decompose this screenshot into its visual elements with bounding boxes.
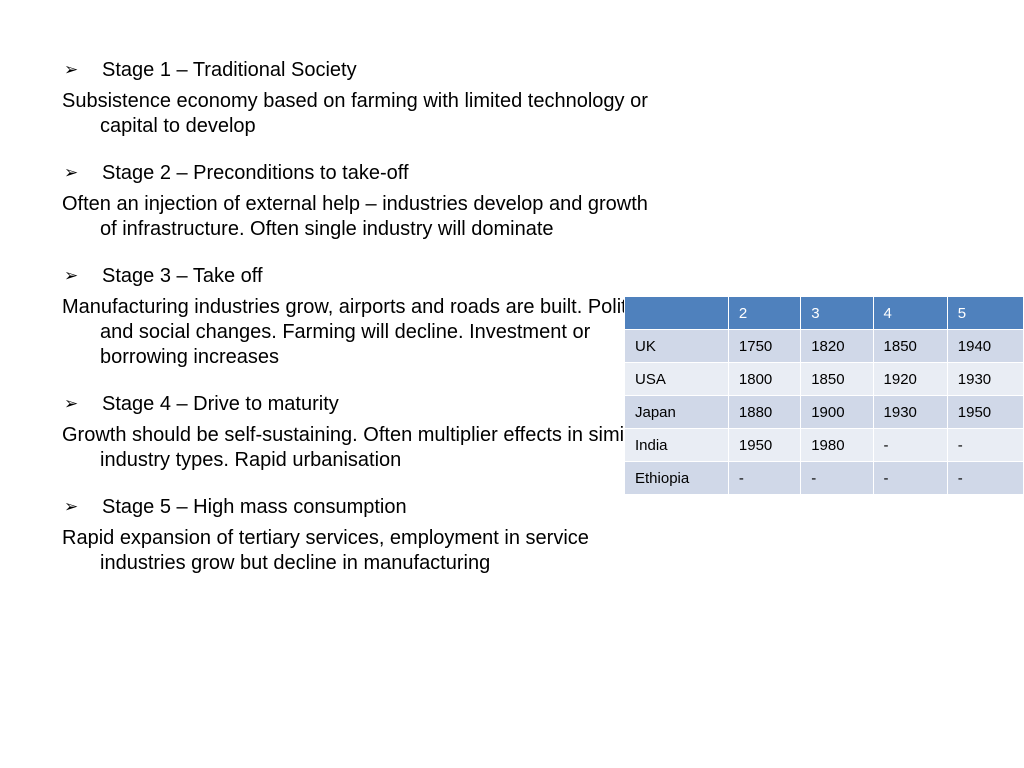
arrow-bullet-icon: ➢	[64, 163, 79, 183]
table-header-row: 2 3 4 5	[624, 296, 1024, 330]
table-row: Ethiopia - - - -	[624, 461, 1024, 495]
table-header-cell: 3	[800, 296, 874, 330]
year-cell: 1930	[946, 362, 1024, 396]
country-cell: UK	[624, 329, 729, 363]
country-cell: India	[624, 428, 729, 462]
country-cell: Ethiopia	[624, 461, 729, 495]
stage-title: Stage 4 – Drive to maturity	[102, 393, 339, 415]
year-cell: 1800	[727, 362, 802, 396]
year-cell: -	[872, 461, 948, 495]
year-cell: 1900	[800, 395, 874, 429]
table-row: UK 1750 1820 1850 1940	[624, 329, 1024, 363]
stages-by-country-table: 2 3 4 5 UK 1750 1820 1850 1940 USA 1800 …	[624, 296, 1024, 495]
table-header-cell: 4	[872, 296, 948, 330]
stage-description: Growth should be self-sustaining. Often …	[62, 424, 647, 471]
year-cell: -	[872, 428, 948, 462]
table-row: Japan 1880 1900 1930 1950	[624, 395, 1024, 429]
stage-item: ➢ Stage 4 – Drive to maturity Growth sho…	[62, 392, 662, 473]
year-cell: 1940	[946, 329, 1024, 363]
arrow-bullet-icon: ➢	[64, 266, 79, 286]
stage-description: Manufacturing industries grow, airports …	[62, 296, 657, 368]
country-cell: Japan	[624, 395, 729, 429]
year-cell: 1980	[800, 428, 874, 462]
country-cell: USA	[624, 362, 729, 396]
year-cell: -	[800, 461, 874, 495]
stage-item: ➢ Stage 2 – Preconditions to take-off Of…	[62, 161, 662, 242]
year-cell: 1950	[727, 428, 802, 462]
stage-item: ➢ Stage 1 – Traditional Society Subsiste…	[62, 58, 662, 139]
year-cell: 1930	[872, 395, 948, 429]
year-cell: -	[946, 461, 1024, 495]
arrow-bullet-icon: ➢	[64, 497, 79, 517]
stage-title: Stage 2 – Preconditions to take-off	[102, 162, 409, 184]
year-cell: -	[727, 461, 802, 495]
stage-description: Subsistence economy based on farming wit…	[62, 90, 648, 137]
table-header-cell	[624, 296, 729, 330]
arrow-bullet-icon: ➢	[64, 60, 79, 80]
year-cell: 1850	[800, 362, 874, 396]
table-row: India 1950 1980 - -	[624, 428, 1024, 462]
year-cell: 1950	[946, 395, 1024, 429]
stage-item: ➢ Stage 3 – Take off Manufacturing indus…	[62, 264, 662, 370]
stage-title: Stage 3 – Take off	[102, 265, 263, 287]
year-cell: 1820	[800, 329, 874, 363]
table-header-cell: 2	[727, 296, 802, 330]
arrow-bullet-icon: ➢	[64, 394, 79, 414]
stage-title: Stage 5 – High mass consumption	[102, 496, 407, 518]
year-cell: 1880	[727, 395, 802, 429]
year-cell: -	[946, 428, 1024, 462]
stages-list: ➢ Stage 1 – Traditional Society Subsiste…	[62, 58, 662, 598]
year-cell: 1920	[872, 362, 948, 396]
stage-item: ➢ Stage 5 – High mass consumption Rapid …	[62, 495, 662, 576]
year-cell: 1750	[727, 329, 802, 363]
stage-title: Stage 1 – Traditional Society	[102, 59, 357, 81]
year-cell: 1850	[872, 329, 948, 363]
stage-description: Often an injection of external help – in…	[62, 193, 648, 240]
stage-description: Rapid expansion of tertiary services, em…	[62, 527, 589, 574]
table-header-cell: 5	[946, 296, 1024, 330]
table-row: USA 1800 1850 1920 1930	[624, 362, 1024, 396]
